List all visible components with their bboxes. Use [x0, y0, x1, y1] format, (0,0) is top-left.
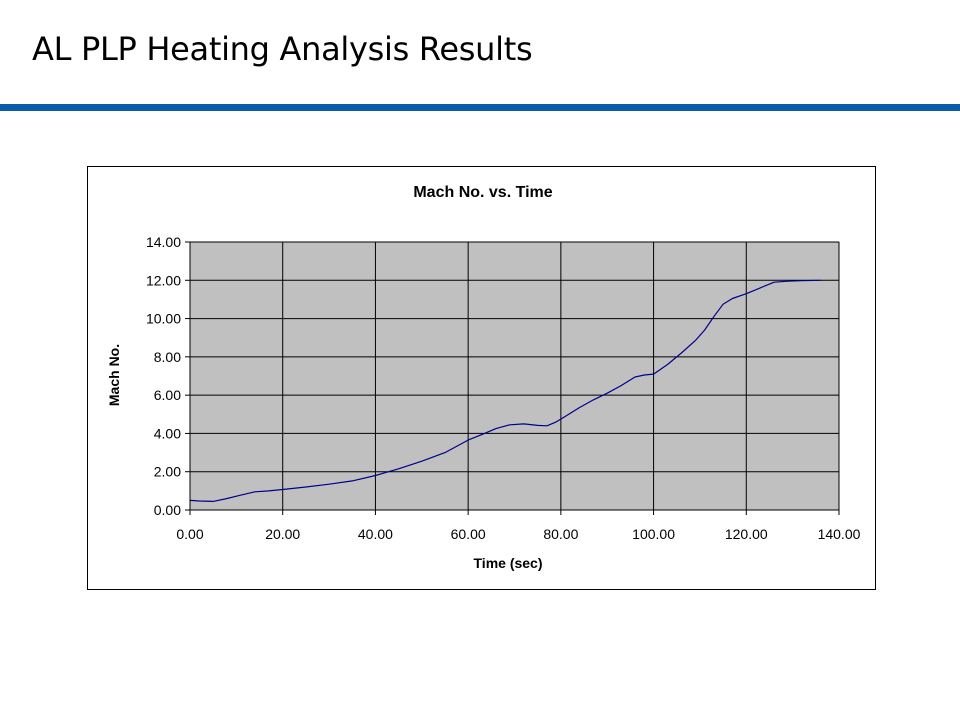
x-tick-label: 80.00 [543, 526, 578, 542]
y-tick-label: 8.00 [154, 349, 181, 365]
y-tick-label: 0.00 [154, 502, 181, 518]
x-tick-label: 120.00 [725, 526, 768, 542]
x-tick-label: 40.00 [358, 526, 393, 542]
mach-vs-time-chart: Mach No. vs. Time 0.00 2.00 4.00 6.00 8.00 10… [106, 184, 861, 571]
y-tick-label: 2.00 [154, 464, 181, 480]
x-tick-label: 20.00 [265, 526, 300, 542]
plot-area [189, 241, 840, 511]
x-tick-label: 60.00 [451, 526, 486, 542]
x-tick-label: 0.00 [176, 526, 203, 542]
y-tick-label: 14.00 [146, 234, 181, 250]
chart-title: Mach No. vs. Time [413, 184, 552, 201]
title-divider [0, 104, 960, 111]
x-tick-label: 140.00 [818, 526, 861, 542]
y-axis-label: Mach No. [106, 344, 122, 406]
x-tick-label: 100.00 [632, 526, 675, 542]
y-tick-label: 4.00 [154, 425, 181, 441]
y-tick-label: 10.00 [146, 311, 181, 327]
axis-ticks: 0.00 2.00 4.00 6.00 8.00 10.00 12.00 14.00 0.00 2… [146, 234, 861, 542]
y-tick-label: 6.00 [154, 387, 181, 403]
series-line-mach-no [189, 279, 821, 502]
x-axis-label: Time (sec) [474, 555, 543, 571]
slide-title: AL PLP Heating Analysis Results [32, 30, 533, 68]
chart-container: Mach No. vs. Time 0.00 2.00 4.00 6.00 8.00 10… [87, 166, 876, 590]
y-tick-label: 12.00 [146, 272, 181, 288]
plot-background [189, 241, 840, 511]
